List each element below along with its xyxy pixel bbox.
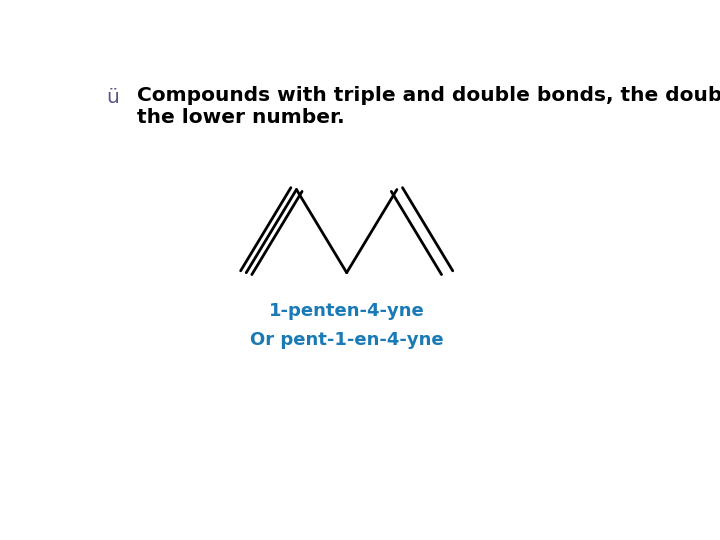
Text: Compounds with triple and double bonds, the double bond is given
the lower numbe: Compounds with triple and double bonds, …: [138, 85, 720, 126]
Text: 1-penten-4-yne: 1-penten-4-yne: [269, 302, 425, 320]
Text: ü: ü: [107, 87, 120, 107]
Text: Or pent-1-en-4-yne: Or pent-1-en-4-yne: [250, 331, 444, 349]
